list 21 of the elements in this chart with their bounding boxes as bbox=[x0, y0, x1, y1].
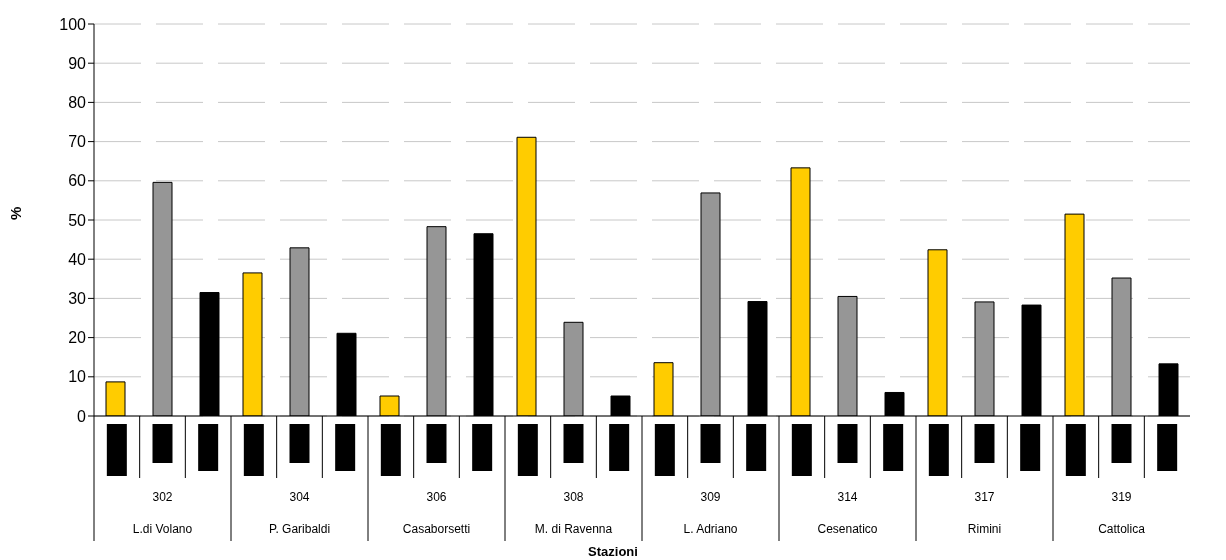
y-tick-label: 90 bbox=[68, 54, 87, 72]
y-tick-label: 70 bbox=[68, 133, 87, 151]
y-tick-label: 10 bbox=[68, 368, 87, 386]
text: Stazioni bbox=[587, 544, 639, 560]
y-tick-label: 60 bbox=[68, 172, 87, 190]
y-tick-label: 50 bbox=[68, 211, 87, 229]
y-tick-label: 40 bbox=[68, 250, 87, 268]
category-label: 308 M. di Ravenna bbox=[534, 490, 613, 536]
category-label: 319 Cattolica bbox=[1098, 490, 1145, 536]
y-tick-label: 100 bbox=[59, 15, 87, 33]
category-label: 309 L. Adriano bbox=[683, 490, 738, 536]
y-tick-label: 30 bbox=[68, 290, 87, 308]
category-label: 317 Rimini bbox=[967, 490, 1002, 536]
category-label: 306 Casaborsetti bbox=[402, 490, 471, 536]
category-label: 302 L.di Volano bbox=[132, 490, 193, 536]
category-label: 314 Cesenatico bbox=[817, 490, 878, 536]
category-label: 304 P. Garibaldi bbox=[268, 490, 331, 536]
y-axis-title: % bbox=[7, 206, 25, 220]
y-tick-label: 20 bbox=[68, 329, 87, 347]
y-tick-label: 0 bbox=[77, 407, 87, 425]
y-tick-label: 80 bbox=[68, 94, 87, 112]
